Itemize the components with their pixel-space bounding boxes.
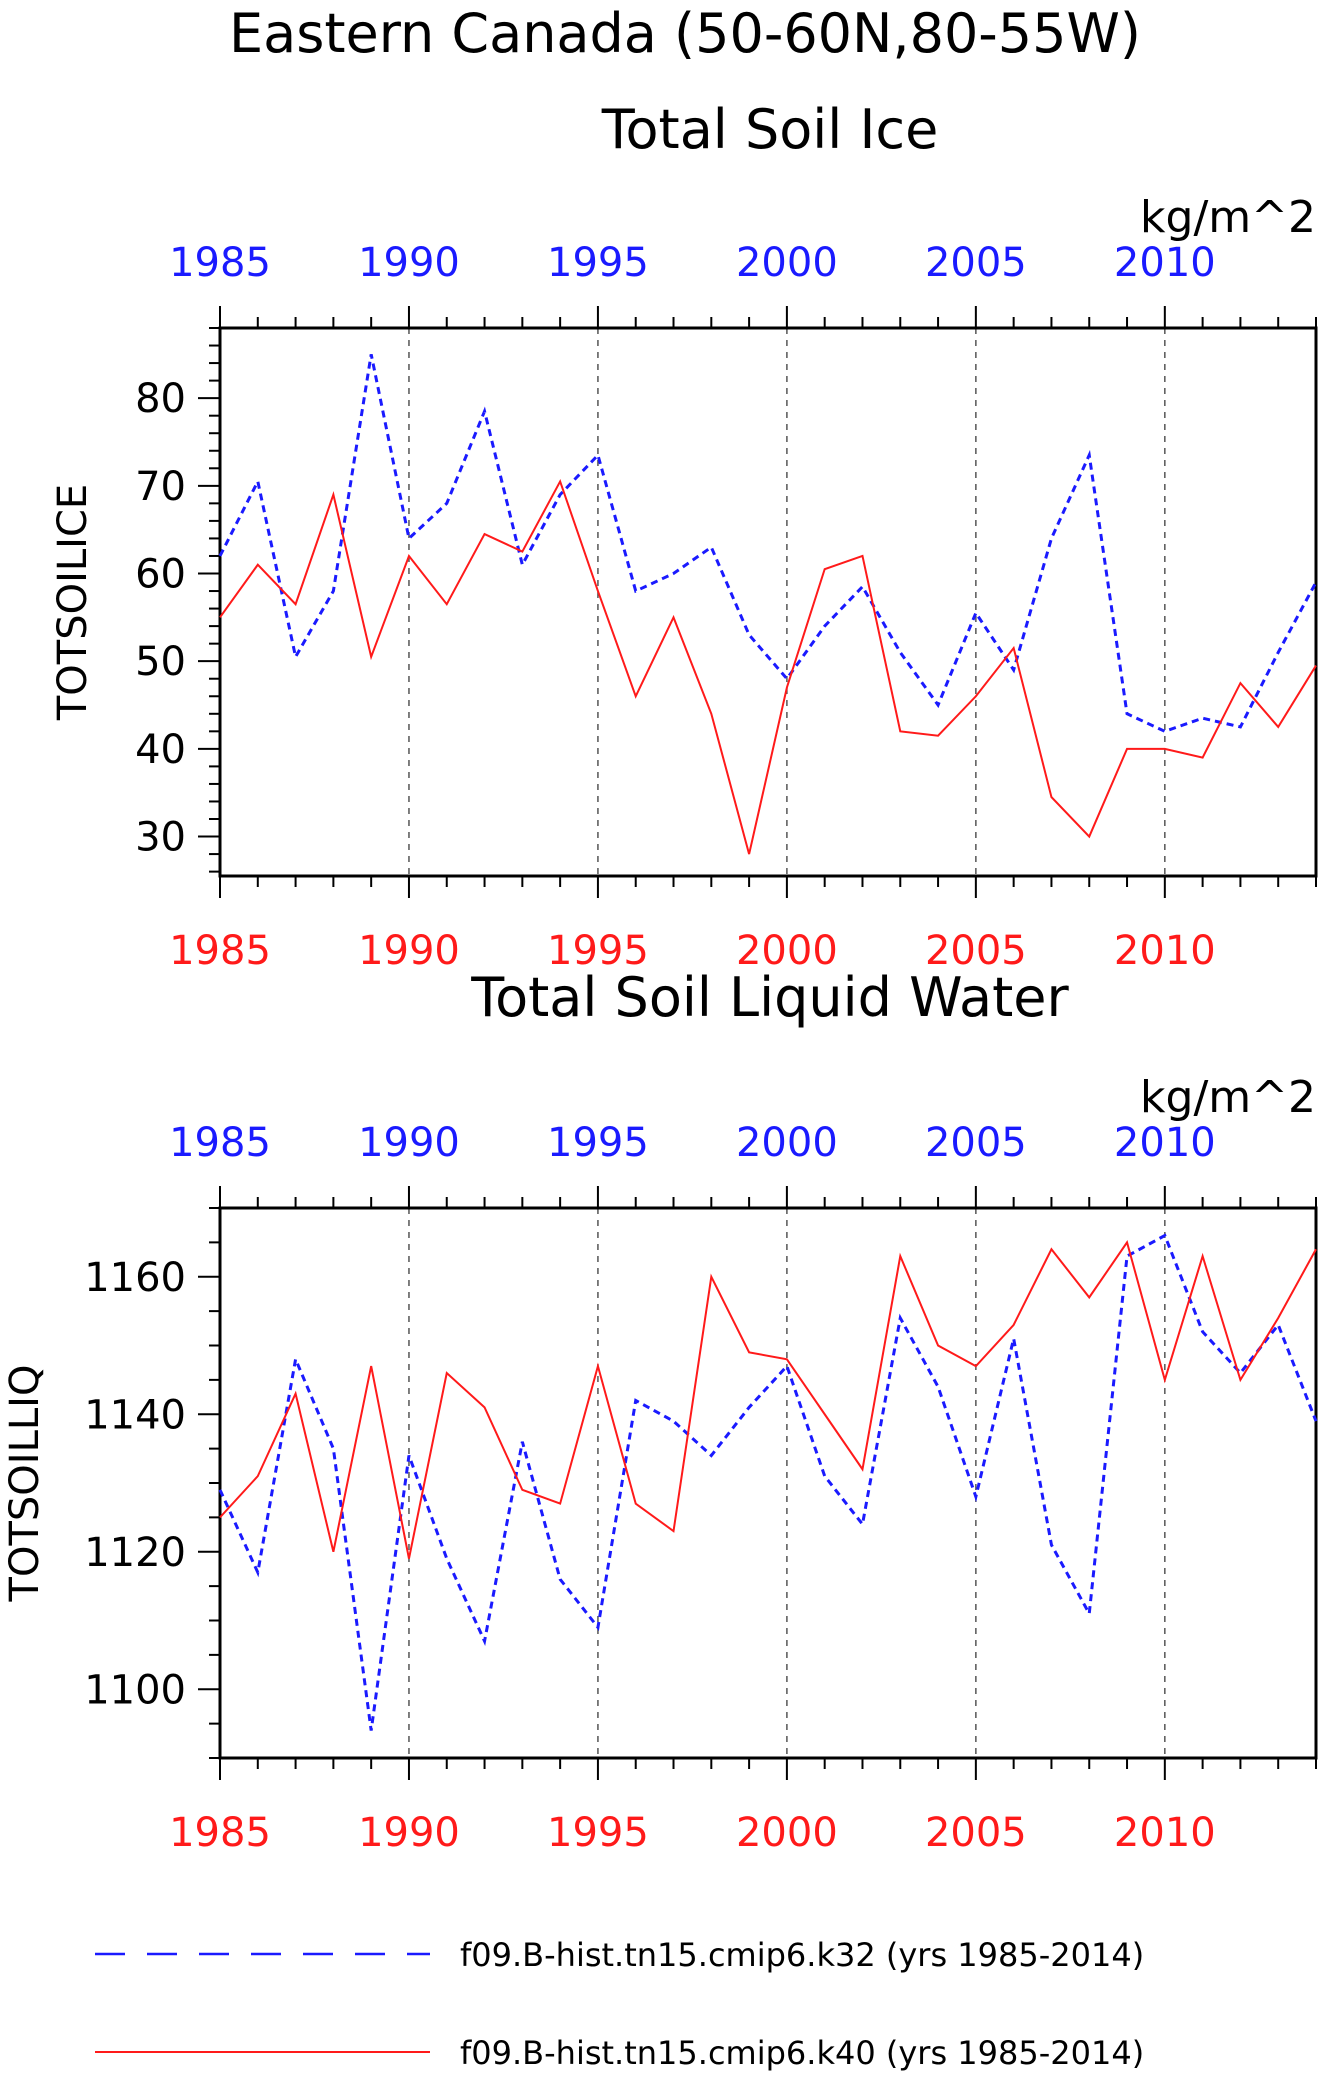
- y-tick-label: 1160: [84, 1255, 186, 1301]
- x-tick-label-top: 2005: [925, 1120, 1027, 1166]
- legend-label-k40: f09.B-hist.tn15.cmip6.k40 (yrs 1985-2014…: [460, 2034, 1144, 2072]
- x-tick-label-top: 2000: [736, 240, 838, 286]
- y-tick-label: 70: [135, 464, 186, 510]
- x-tick-label-top: 1990: [358, 240, 460, 286]
- x-tick-label-top: 1985: [169, 1120, 271, 1166]
- chart-panel-soil-liquid: Total Soil Liquid Water kg/m^2 1985 1985 199…: [2, 966, 1318, 1856]
- x-tick-label-bottom: 2005: [925, 1810, 1027, 1856]
- series-line-k32: [218, 1233, 1318, 1731]
- y-tick-label: 50: [135, 639, 186, 685]
- x-tick-label-top: 1995: [547, 240, 649, 286]
- y-tick-label: 1100: [84, 1667, 186, 1713]
- x-tick-label-bottom: 1995: [547, 928, 649, 974]
- plot-frame: [218, 1206, 1318, 1760]
- x-tick-label-bottom: 1990: [358, 928, 460, 974]
- y-tick-label: 30: [135, 815, 186, 861]
- x-tick-label-top: 2000: [736, 1120, 838, 1166]
- x-tick-label-bottom: 2010: [1114, 1810, 1216, 1856]
- x-tick-label-bottom: 2005: [925, 928, 1027, 974]
- y-tick-label: 1120: [84, 1530, 186, 1576]
- legend: f09.B-hist.tn15.cmip6.k32 (yrs 1985-2014…: [95, 1936, 1144, 2072]
- series-line-k40: [219, 1240, 1317, 1559]
- plot-frame: [218, 326, 1318, 878]
- x-tick-label-bottom: 1995: [547, 1810, 649, 1856]
- y-axis-label: TOTSOILLIQ: [2, 1365, 48, 1603]
- x-tick-label-top: 1995: [547, 1120, 649, 1166]
- figure-title: Eastern Canada (50-60N,80-55W): [229, 2, 1141, 65]
- x-tick-label-top: 1990: [358, 1120, 460, 1166]
- chart-panel-soil-ice: Total Soil Ice kg/m^2 1985 1985 1990 1990 1995…: [50, 98, 1318, 974]
- y-tick-label: 1140: [84, 1392, 186, 1438]
- y-tick-label: 60: [135, 552, 186, 598]
- x-tick-label-bottom: 2010: [1114, 928, 1216, 974]
- x-tick-label-bottom: 2000: [736, 928, 838, 974]
- x-tick-label-top: 2005: [925, 240, 1027, 286]
- panel-title: Total Soil Liquid Water: [470, 966, 1069, 1029]
- units-label: kg/m^2: [1140, 1072, 1316, 1123]
- x-tick-label-bottom: 1985: [169, 928, 271, 974]
- legend-label-k32: f09.B-hist.tn15.cmip6.k32 (yrs 1985-2014…: [460, 1936, 1144, 1974]
- y-tick-label: 80: [135, 376, 186, 422]
- y-tick-label: 40: [135, 727, 186, 773]
- x-tick-label-bottom: 1990: [358, 1810, 460, 1856]
- series-line-k40: [219, 478, 1317, 855]
- x-tick-label-top: 2010: [1114, 240, 1216, 286]
- panel-title: Total Soil Ice: [601, 98, 939, 161]
- y-axis-label: TOTSOILICE: [50, 484, 96, 721]
- x-tick-label-top: 2010: [1114, 1120, 1216, 1166]
- legend-entry-k40: f09.B-hist.tn15.cmip6.k40 (yrs 1985-2014…: [95, 2034, 1144, 2072]
- series-line-k32: [218, 354, 1318, 733]
- legend-entry-k32: f09.B-hist.tn15.cmip6.k32 (yrs 1985-2014…: [95, 1936, 1144, 1974]
- x-tick-label-top: 1985: [169, 240, 271, 286]
- x-tick-label-bottom: 2000: [736, 1810, 838, 1856]
- units-label: kg/m^2: [1140, 192, 1316, 243]
- x-tick-label-bottom: 1985: [169, 1810, 271, 1856]
